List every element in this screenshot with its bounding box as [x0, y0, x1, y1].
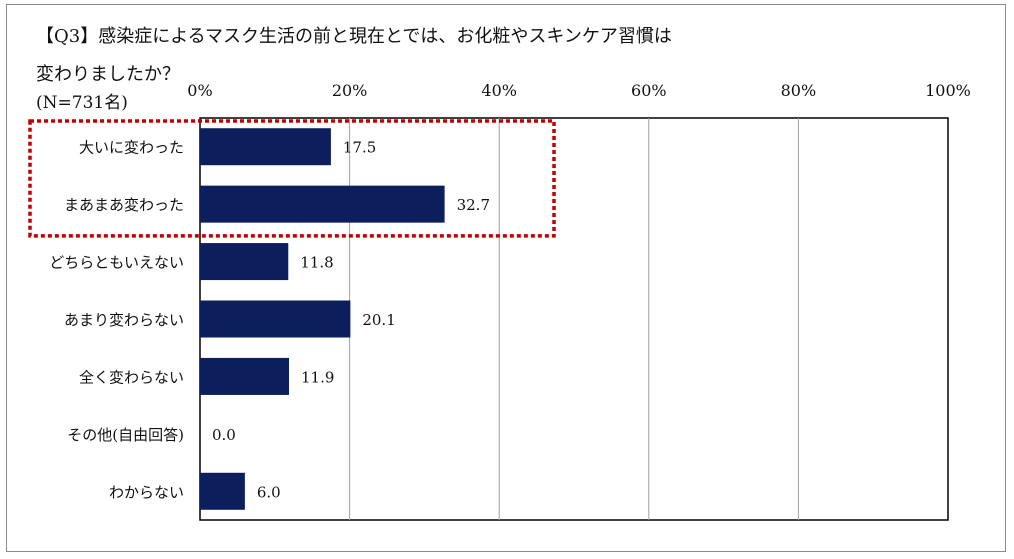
title-line-1: 【Q3】感染症によるマスク生活の前と現在とでは、お化粧やスキンケア習慣は — [36, 26, 672, 47]
category-label: 大いに変わった — [79, 139, 184, 157]
value-label: 11.9 — [301, 368, 334, 386]
bar — [200, 243, 289, 281]
bar — [200, 185, 445, 223]
x-tick-label: 100% — [925, 81, 971, 100]
value-label: 0.0 — [212, 426, 236, 444]
x-tick-label: 40% — [481, 81, 517, 100]
category-label: わからない — [109, 483, 184, 501]
value-label: 20.1 — [362, 311, 395, 329]
x-tick-label: 80% — [781, 81, 817, 100]
value-label: 6.0 — [257, 483, 281, 501]
category-label: どちらともいえない — [49, 254, 184, 272]
highlight-box — [28, 119, 556, 238]
bar — [200, 128, 331, 166]
x-tick-label: 60% — [631, 81, 667, 100]
x-tick-label: 0% — [187, 81, 212, 100]
bar — [200, 472, 245, 510]
category-label: その他(自由回答) — [67, 426, 184, 444]
bar — [200, 357, 290, 395]
category-label: まあまあ変わった — [64, 196, 184, 214]
value-label: 17.5 — [343, 139, 376, 157]
sample-size: (N=731名) — [36, 93, 128, 113]
category-label: 全く変わらない — [79, 368, 184, 386]
x-tick-label: 20% — [332, 81, 368, 100]
category-label: あまり変わらない — [64, 311, 184, 329]
chart-title: 【Q3】感染症によるマスク生活の前と現在とでは、お化粧やスキンケア習慣は 変わり… — [36, 18, 936, 94]
value-label: 11.8 — [300, 254, 333, 272]
title-line-2: 変わりましたか？ — [36, 64, 180, 85]
value-label: 32.7 — [457, 196, 490, 214]
bar — [200, 300, 351, 338]
chart-frame — [6, 4, 1006, 552]
